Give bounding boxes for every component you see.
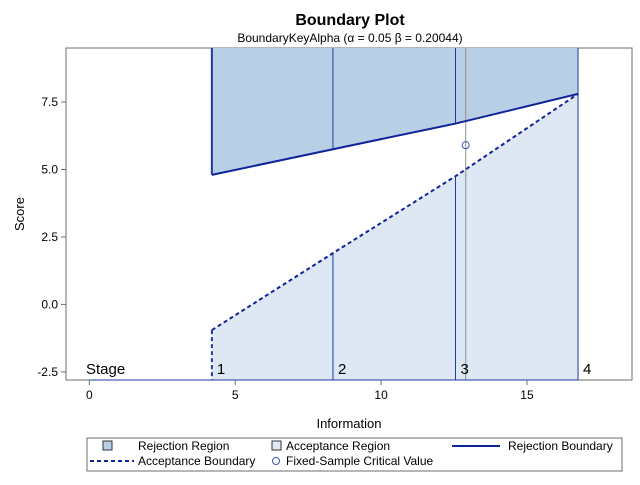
boundaries-layer bbox=[211, 92, 579, 331]
legend-label-rejection-region: Rejection Region bbox=[138, 439, 229, 453]
x-tick-label: 10 bbox=[374, 388, 388, 402]
legend-swatch-acceptance-region bbox=[271, 440, 282, 451]
stage-number-label: 1 bbox=[217, 361, 225, 378]
legend-item-rejection-boundary: Rejection Boundary bbox=[452, 439, 613, 453]
y-tick-label: -2.5 bbox=[37, 365, 58, 379]
axes-layer: 0 5 10 15 -2.5 0.0 2.5 5.0 7.5 bbox=[37, 95, 534, 402]
legend-item-acceptance-region: Acceptance Region bbox=[271, 439, 390, 453]
acceptance-region bbox=[211, 93, 579, 381]
x-tick-label: 5 bbox=[232, 388, 239, 402]
stage-labels-layer: Stage 1 2 3 4 bbox=[86, 361, 591, 378]
legend-swatch-rejection-region bbox=[102, 440, 113, 451]
acceptance-boundary-line bbox=[211, 93, 579, 331]
y-tick-label: 0.0 bbox=[41, 297, 58, 311]
rejection-region bbox=[211, 48, 579, 175]
x-tick-label: 0 bbox=[86, 388, 93, 402]
stage-number-label: 2 bbox=[338, 361, 346, 378]
chart-title: Boundary Plot bbox=[295, 12, 405, 29]
legend-label-fixed-sample: Fixed-Sample Critical Value bbox=[286, 454, 433, 468]
markers-layer bbox=[89, 141, 579, 381]
legend-label-acceptance-region: Acceptance Region bbox=[286, 439, 390, 453]
legend-item-rejection-region: Rejection Region bbox=[102, 439, 229, 453]
stage-number-label: 3 bbox=[460, 361, 468, 378]
legend-box bbox=[86, 437, 623, 472]
regions-layer bbox=[211, 48, 579, 381]
legend-item-acceptance-boundary: Acceptance Boundary bbox=[90, 454, 255, 468]
legend-marker-fixed-sample bbox=[272, 457, 280, 465]
legend-label-rejection-boundary: Rejection Boundary bbox=[508, 439, 613, 453]
y-axis-label: Score bbox=[12, 197, 27, 231]
stage-number-label: 4 bbox=[583, 361, 591, 378]
legend-label-acceptance-boundary: Acceptance Boundary bbox=[138, 454, 255, 468]
x-tick-label: 15 bbox=[520, 388, 534, 402]
rejection-boundary-line bbox=[211, 92, 579, 176]
chart-subtitle: BoundaryKeyAlpha (α = 0.05 β = 0.20044) bbox=[237, 31, 462, 45]
y-tick-label: 2.5 bbox=[41, 230, 58, 244]
y-tick-label: 7.5 bbox=[41, 95, 58, 109]
y-tick-label: 5.0 bbox=[41, 162, 58, 176]
x-axis-label: Information bbox=[316, 416, 381, 431]
stage-axis-label: Stage bbox=[86, 361, 125, 378]
fixed-sample-critical-value-marker bbox=[461, 141, 470, 150]
stage-lines-layer bbox=[210, 48, 579, 380]
legend-item-fixed-sample: Fixed-Sample Critical Value bbox=[272, 454, 433, 468]
